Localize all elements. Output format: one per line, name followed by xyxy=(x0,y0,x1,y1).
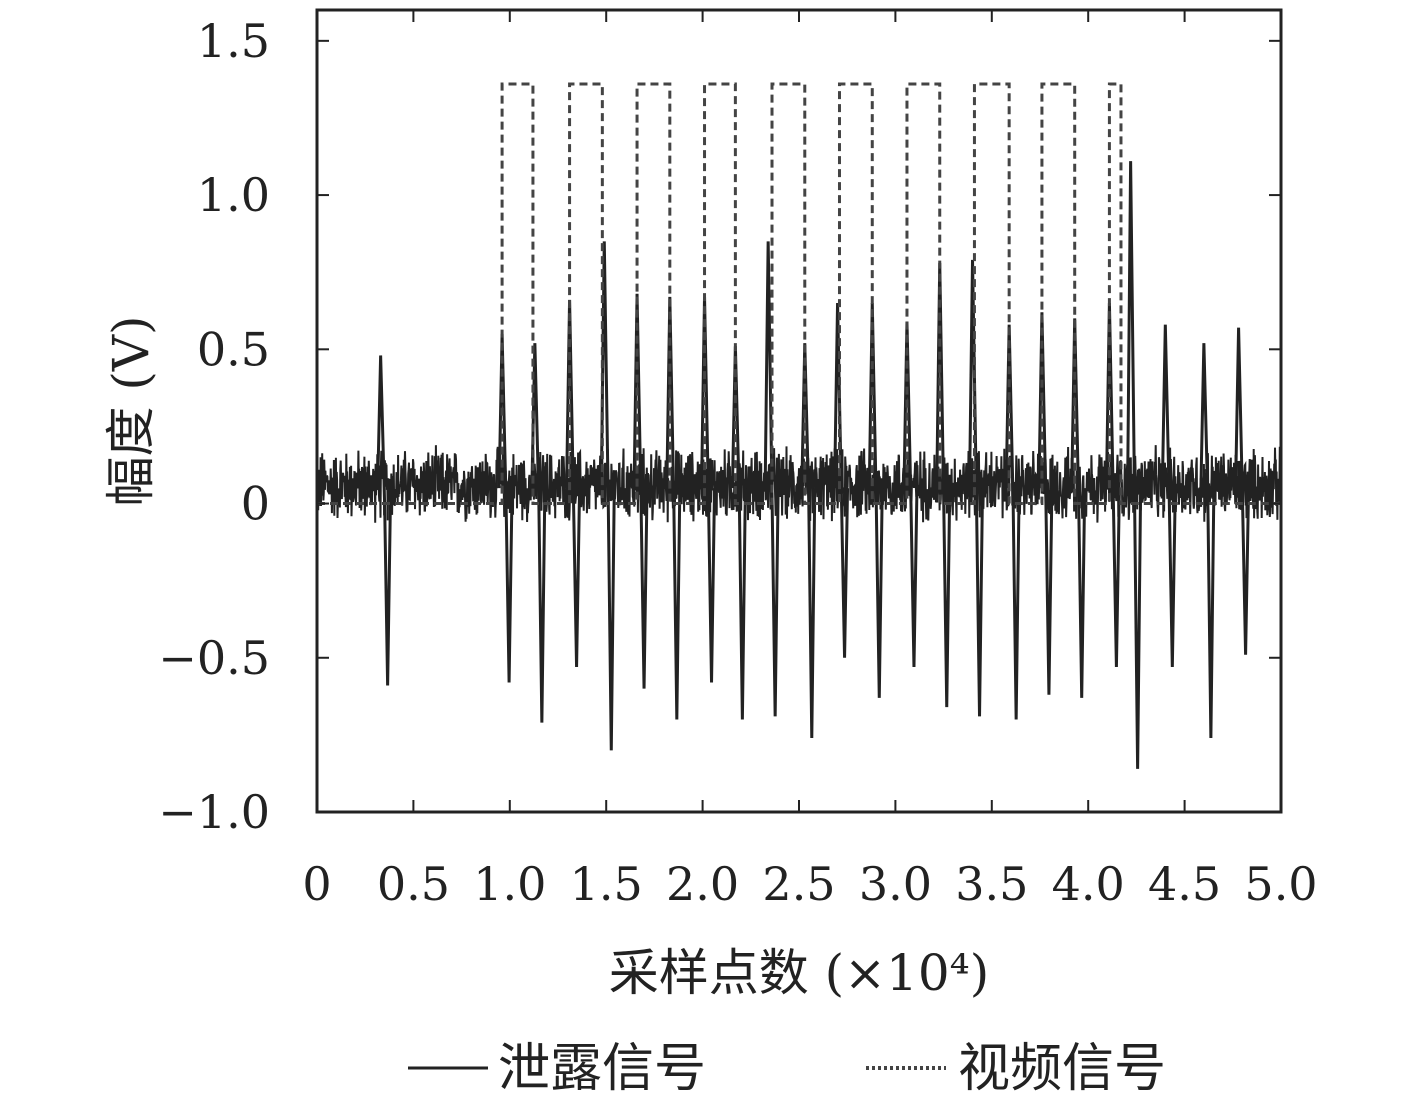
y-tick-label: 0 xyxy=(241,477,270,531)
leak-signal-spike xyxy=(376,355,393,686)
legend-label-video-signal: 视频信号 xyxy=(958,1039,1166,1099)
y-tick-label: 0.5 xyxy=(197,322,270,376)
y-axis-label: 幅度 (V) xyxy=(102,315,160,506)
x-tick-label: 0.5 xyxy=(377,857,450,911)
x-tick-label: 5.0 xyxy=(1244,857,1317,911)
legend: 泄露信号 视频信号 xyxy=(408,1039,1166,1099)
leak-signal-spike xyxy=(968,259,985,717)
leak-signal-spike xyxy=(1199,343,1216,738)
y-tick-label: −1.0 xyxy=(158,785,270,839)
leak-signal-spike xyxy=(935,262,952,708)
x-tick-label: 1.5 xyxy=(570,857,643,911)
x-tick-label: 3.0 xyxy=(859,857,932,911)
legend-label-leak-signal: 泄露信号 xyxy=(498,1039,706,1099)
leak-signal-spike xyxy=(1160,324,1177,668)
x-tick-label: 0 xyxy=(302,857,331,911)
series-layer xyxy=(316,82,1282,769)
x-tick-label: 4.0 xyxy=(1052,857,1125,911)
x-axis-label: 采样点数 (×10⁴) xyxy=(609,944,989,1002)
x-tick-label: 4.5 xyxy=(1148,857,1221,911)
series-leak-signal-line xyxy=(316,445,1282,523)
y-tick-label: −0.5 xyxy=(158,631,270,685)
leak-signal-spike xyxy=(730,346,747,720)
y-tick-label: 1.0 xyxy=(197,168,270,222)
series-video-signal-line xyxy=(317,82,1281,506)
axis-ticks xyxy=(316,10,1282,813)
y-tick-label: 1.5 xyxy=(197,14,270,68)
leak-signal-spike xyxy=(632,293,649,689)
axis-tick-labels: 0 0.5 1.0 1.5 2.0 2.5 3.0 3.5 4.0 4.5 5.0 −1.0 −0.5 0… xyxy=(158,14,1317,911)
leak-signal-spike xyxy=(833,303,850,658)
leak-signal-spike xyxy=(1004,324,1021,720)
x-tick-label: 2.5 xyxy=(762,857,835,911)
leak-signal-spike xyxy=(565,299,582,668)
x-tick-label: 2.0 xyxy=(666,857,739,911)
x-tick-label: 3.5 xyxy=(955,857,1028,911)
x-tick-label: 1.0 xyxy=(473,857,546,911)
